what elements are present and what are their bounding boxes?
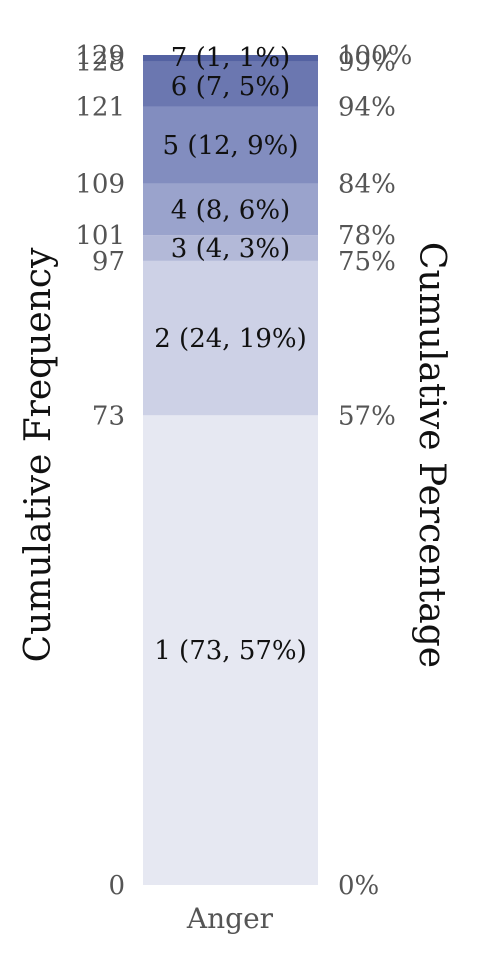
segment-label-1: 1 (73, 57%) bbox=[154, 636, 307, 666]
segment-label-6: 6 (7, 5%) bbox=[171, 72, 290, 102]
right-tick-4: 84% bbox=[338, 170, 396, 200]
right-tick-1: 57% bbox=[338, 401, 396, 431]
right-tick-6: 99% bbox=[338, 47, 396, 77]
left-tick-1: 73 bbox=[92, 401, 125, 431]
right-tick-7: 100% bbox=[338, 41, 412, 71]
bar-segment-6 bbox=[143, 61, 318, 107]
right-tick-2: 75% bbox=[338, 247, 396, 277]
segment-label-5: 5 (12, 9%) bbox=[163, 131, 299, 161]
left-tick-4: 109 bbox=[75, 170, 125, 200]
left-tick-2: 97 bbox=[92, 247, 125, 277]
left-axis-title: Cumulative Frequency bbox=[18, 247, 59, 662]
right-axis-title: Cumulative Percentage bbox=[411, 242, 452, 668]
bar-segment-4 bbox=[143, 183, 318, 236]
bar-segment-7 bbox=[143, 55, 318, 62]
right-tick-3: 78% bbox=[338, 221, 396, 251]
segment-label-3: 3 (4, 3%) bbox=[171, 234, 290, 264]
segment-label-4: 4 (8, 6%) bbox=[171, 195, 290, 225]
left-tick-7: 129 bbox=[75, 41, 125, 71]
right-tick-5: 94% bbox=[338, 92, 396, 122]
left-tick-5: 121 bbox=[75, 92, 125, 122]
bar-segment-1 bbox=[143, 415, 318, 885]
segment-label-7: 7 (1, 1%) bbox=[171, 43, 290, 73]
segment-labels: 1 (73, 57%) 2 (24, 19%) 3 (4, 3%) 4 (8, 6%)… bbox=[154, 43, 307, 666]
left-tick-6: 128 bbox=[75, 47, 125, 77]
bar-segment-5 bbox=[143, 106, 318, 184]
bar-segment-2 bbox=[143, 260, 318, 416]
left-tick-base: 0 bbox=[108, 871, 125, 901]
left-tick-3: 101 bbox=[75, 221, 125, 251]
right-tick-base: 0% bbox=[338, 871, 379, 901]
right-axis-ticks: 0% 57% 75%78% 84% 94% 99%100% bbox=[338, 41, 412, 901]
category-label: Anger bbox=[186, 902, 274, 935]
segment-label-2: 2 (24, 19%) bbox=[154, 324, 307, 354]
bar-segments bbox=[143, 55, 318, 885]
bar-segment-3 bbox=[143, 235, 318, 261]
